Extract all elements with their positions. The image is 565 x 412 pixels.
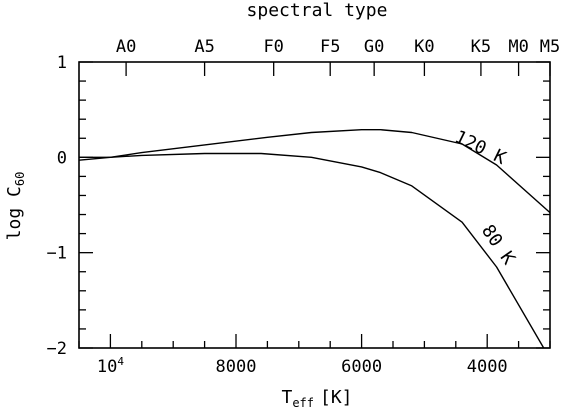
plot-frame [78, 61, 551, 349]
x-axis-title-main: T [281, 387, 292, 408]
x-tick-label: 4000 [467, 357, 508, 377]
x-tick-label: 6000 [341, 357, 382, 377]
y-axis-title: log C60 [4, 172, 27, 241]
top-tick-label: F0 [263, 37, 283, 57]
top-tick-label: K0 [414, 37, 434, 57]
y-tick-label: 1 [57, 53, 67, 73]
x-tick-label: 8000 [216, 357, 257, 377]
top-tick-label: A5 [194, 37, 214, 57]
major-ticks [79, 61, 551, 349]
x-tick-label-main: 4000 [467, 357, 508, 377]
top-tick-label: F5 [320, 37, 340, 57]
x-axis-title: Teff [K] [281, 387, 352, 410]
x-axis-title-unit: [K] [320, 387, 353, 408]
x-axis-title-sub: eff [292, 396, 314, 410]
top-tick-label: G0 [364, 37, 384, 57]
curve-label: 80 K [477, 221, 519, 269]
y-axis-title-main: log C [4, 186, 25, 240]
top-tick-label: M0 [508, 37, 528, 57]
top-axis-title: spectral type [247, 0, 388, 21]
top-tick-label: M5 [540, 37, 560, 57]
x-tick-label-main: 10 [97, 357, 117, 377]
curves [78, 128, 551, 349]
series-line [79, 152, 545, 349]
y-tick-label: 0 [57, 148, 67, 168]
x-tick-label-main: 6000 [341, 357, 382, 377]
x-tick-label-main: 8000 [216, 357, 257, 377]
x-tick-label: 104 [97, 355, 124, 377]
y-axis-title-sub: 60 [13, 172, 27, 186]
top-tick-label: K5 [471, 37, 491, 57]
x-tick-label-sup: 4 [117, 355, 124, 368]
series-line [78, 128, 551, 214]
top-tick-label: A0 [116, 37, 136, 57]
y-tick-label: −2 [47, 339, 67, 359]
minor-ticks [78, 80, 551, 348]
y-tick-label: −1 [47, 244, 67, 264]
curve-label: 120 K [451, 126, 509, 169]
